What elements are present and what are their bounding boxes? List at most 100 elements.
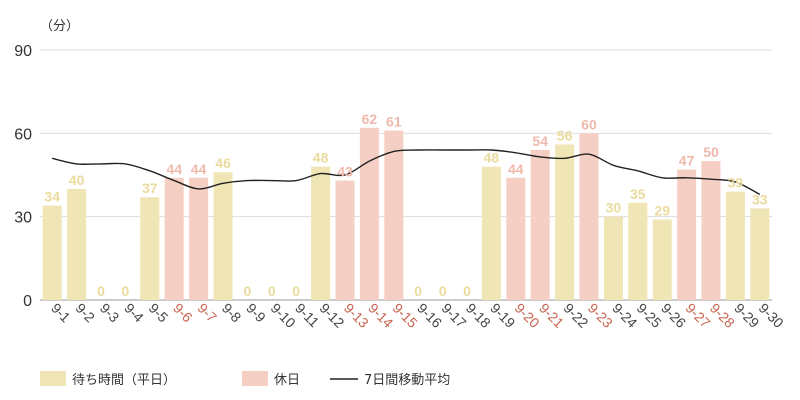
x-tick-labels: 9-19-29-39-49-59-69-79-89-99-109-119-129… — [48, 300, 787, 331]
bar-value-label: 62 — [362, 111, 378, 127]
legend-label-holiday: 休日 — [274, 373, 300, 388]
bar — [213, 172, 233, 300]
x-tick-label: 9-12 — [316, 300, 347, 331]
x-tick-label: 9-21 — [536, 300, 567, 331]
x-tick-label: 9-20 — [512, 300, 543, 331]
x-tick-label: 9-28 — [707, 300, 738, 331]
x-tick-label: 9-1 — [48, 300, 74, 326]
bar-value-label: 0 — [268, 283, 276, 299]
bar — [335, 180, 355, 300]
bar-value-label: 61 — [386, 114, 402, 130]
x-tick-label: 9-2 — [72, 300, 98, 326]
bar — [42, 205, 62, 300]
bar — [140, 197, 160, 300]
bar — [481, 166, 501, 300]
x-tick-label: 9-16 — [414, 300, 445, 331]
bar-value-label: 44 — [508, 161, 524, 177]
x-tick-label: 9-19 — [487, 300, 518, 331]
bar-value-label: 35 — [630, 186, 646, 202]
x-tick-label: 9-23 — [585, 300, 616, 331]
x-tick-label: 9-7 — [194, 300, 220, 326]
bar — [628, 202, 648, 300]
x-tick-label: 9-25 — [634, 300, 665, 331]
legend-label-weekday: 待ち時間（平日） — [72, 373, 176, 388]
bar — [701, 161, 721, 300]
x-tick-label: 9-24 — [609, 300, 640, 331]
bar — [579, 133, 599, 300]
y-tick-label: 90 — [14, 43, 32, 60]
bar-value-label: 34 — [44, 189, 60, 205]
bar — [67, 188, 87, 300]
bar-value-label: 33 — [752, 191, 768, 207]
bar — [506, 177, 526, 300]
bar — [725, 191, 745, 300]
x-tick-label: 9-6 — [170, 300, 196, 326]
bar-value-label: 50 — [703, 144, 719, 160]
bar — [359, 127, 379, 301]
x-tick-label: 9-27 — [682, 300, 713, 331]
legend-swatch-weekday — [40, 371, 66, 386]
x-tick-label: 9-4 — [121, 300, 147, 326]
bar-value-label: 0 — [97, 283, 105, 299]
moving-average-line-group — [52, 149, 761, 196]
x-tick-label: 9-18 — [463, 300, 494, 331]
bar-value-label: 0 — [122, 283, 130, 299]
x-tick-label: 9-29 — [731, 300, 762, 331]
x-tick-label: 9-10 — [268, 300, 299, 331]
bar-value-label: 46 — [215, 155, 231, 171]
bar — [603, 216, 623, 300]
bar-value-label: 39 — [728, 175, 744, 191]
bar — [164, 177, 184, 300]
x-tick-label: 9-26 — [658, 300, 689, 331]
y-tick-label: 30 — [14, 210, 32, 227]
bar-value-label: 48 — [484, 150, 500, 166]
x-tick-label: 9-17 — [438, 300, 469, 331]
legend-label-moving-average: 7日間移動平均 — [364, 373, 450, 388]
x-tick-label: 9-30 — [756, 300, 787, 331]
bar-value-label: 40 — [69, 172, 85, 188]
bar-value-label: 0 — [292, 283, 300, 299]
bar — [652, 219, 672, 300]
bar-value-label: 47 — [679, 152, 695, 168]
bar-value-label: 54 — [532, 133, 548, 149]
x-tick-label: 9-14 — [365, 300, 396, 331]
legend: 待ち時間（平日） 休日 7日間移動平均 — [40, 371, 450, 388]
x-tick-label: 9-3 — [97, 300, 123, 326]
bar — [189, 177, 209, 300]
y-unit-label: （分） — [40, 19, 79, 34]
moving-average-line — [52, 149, 761, 196]
bar-value-label: 44 — [191, 161, 207, 177]
bar — [677, 169, 697, 300]
x-tick-label: 9-11 — [292, 300, 323, 331]
bar-value-label: 30 — [606, 200, 622, 216]
bar — [530, 150, 550, 300]
legend-swatch-holiday — [242, 371, 268, 386]
bar-value-label: 0 — [244, 283, 252, 299]
bar — [384, 130, 404, 300]
bar-value-label: 0 — [439, 283, 447, 299]
bar-value-label: 29 — [654, 202, 670, 218]
bars — [42, 127, 770, 301]
bar-value-label: 37 — [142, 180, 158, 196]
bar-value-label: 48 — [313, 150, 329, 166]
y-tick-label: 0 — [23, 293, 32, 310]
y-tick-labels: 0 30 60 90 — [14, 43, 32, 310]
bar-value-label: 56 — [557, 127, 573, 143]
bar-value-label: 0 — [463, 283, 471, 299]
x-tick-label: 9-13 — [341, 300, 372, 331]
x-tick-label: 9-9 — [243, 300, 269, 326]
y-tick-label: 60 — [14, 126, 32, 143]
x-tick-label: 9-15 — [390, 300, 421, 331]
grid-lines — [40, 49, 772, 301]
bar — [311, 166, 331, 300]
x-tick-label: 9-8 — [219, 300, 245, 326]
x-tick-label: 9-22 — [560, 300, 591, 331]
bar-value-label: 60 — [581, 116, 597, 132]
x-tick-label: 9-5 — [146, 300, 172, 326]
bar-value-label: 0 — [414, 283, 422, 299]
bar — [750, 208, 770, 300]
bar-value-label: 43 — [337, 164, 353, 180]
bar-value-label: 44 — [166, 161, 182, 177]
